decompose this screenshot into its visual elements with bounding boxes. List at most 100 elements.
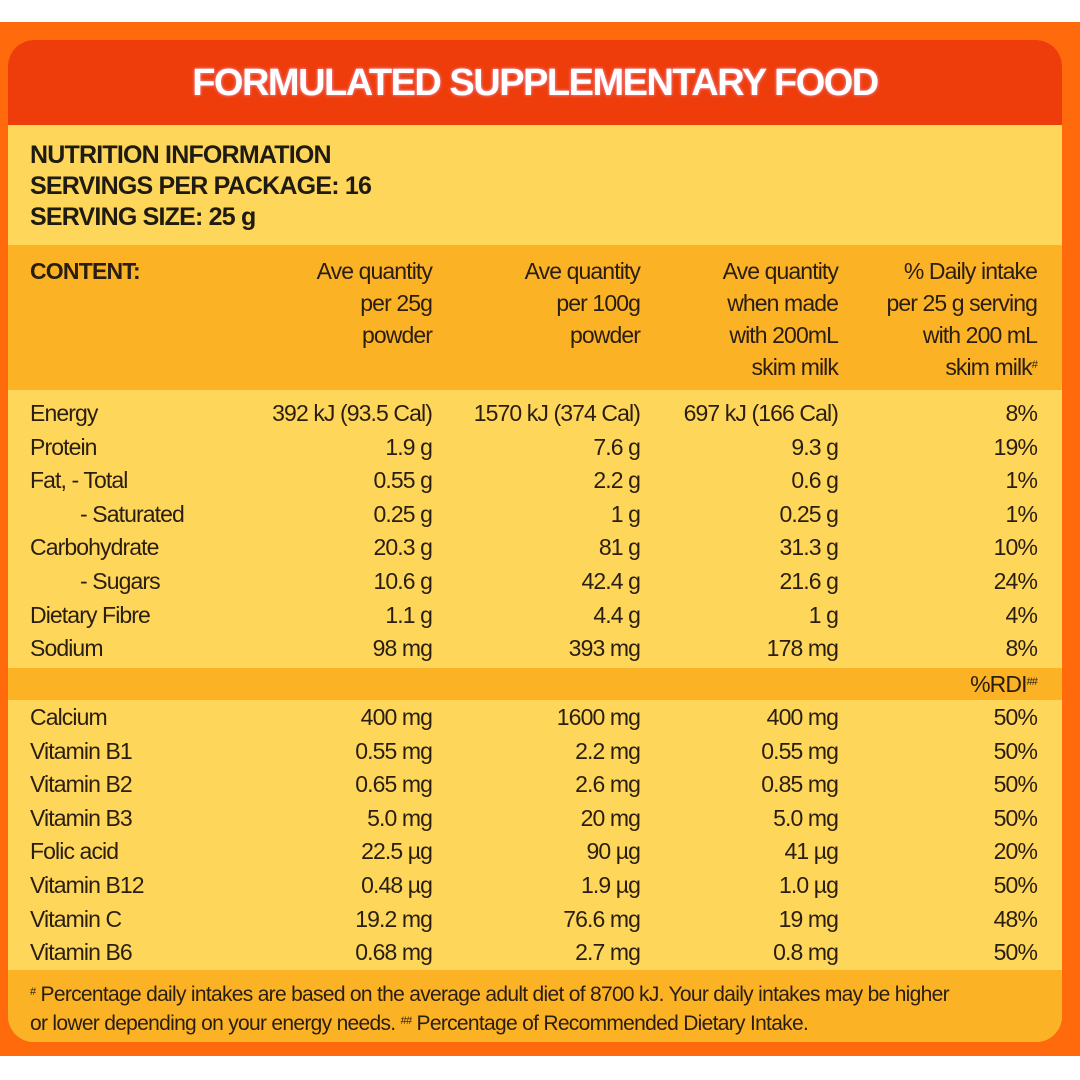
col3-header: Ave quantity when made with 200mL skim m… bbox=[723, 255, 839, 383]
nutrient-name: Vitamin B6 bbox=[30, 939, 133, 966]
table-row: Calcium 400 mg 1600 mg 400 mg 50% bbox=[8, 700, 1062, 734]
col2-header: Ave quantity per 100g powder bbox=[524, 255, 641, 351]
table-row: Vitamin B1 0.55 mg 2.2 mg 0.55 mg 50% bbox=[8, 734, 1062, 768]
value-c3: 0.25 g bbox=[779, 500, 838, 527]
value-c1: 0.55 mg bbox=[355, 737, 433, 764]
col4-header-text: skim milk bbox=[945, 354, 1032, 380]
value-c4: 50% bbox=[993, 737, 1038, 764]
value-c3: 41 µg bbox=[784, 838, 838, 865]
value-c1: 22.5 µg bbox=[361, 838, 433, 865]
table-row: Vitamin B3 5.0 mg 20 mg 5.0 mg 50% bbox=[8, 801, 1062, 835]
table-row: Dietary Fibre 1.1 g 4.4 g 1 g 4% bbox=[8, 598, 1062, 632]
title-banner: FORMULATED SUPPLEMENTARY FOOD bbox=[8, 40, 1062, 125]
nutrient-name: Folic acid bbox=[30, 838, 119, 865]
nutrient-name: Vitamin B12 bbox=[30, 872, 145, 898]
footnote-line: or lower depending on your energy needs.… bbox=[30, 1009, 949, 1038]
col1-header-line: per 25g bbox=[360, 290, 433, 316]
value-c3: 0.55 mg bbox=[761, 737, 839, 764]
value-c4: 50% bbox=[993, 771, 1038, 798]
value-c2: 4.4 g bbox=[593, 601, 641, 628]
value-c1: 392 kJ (93.5 Cal) bbox=[272, 400, 433, 426]
value-c1: 0.68 mg bbox=[355, 939, 433, 966]
value-c3: 0.8 mg bbox=[773, 939, 839, 966]
value-c4: 10% bbox=[993, 534, 1038, 561]
col2-header-line: per 100g bbox=[556, 290, 641, 316]
value-c2: 2.6 mg bbox=[575, 771, 641, 798]
col1-header-line: powder bbox=[361, 322, 433, 348]
footnote-mark: # bbox=[1031, 359, 1038, 371]
value-c1: 0.65 mg bbox=[355, 771, 433, 798]
value-c3: 5.0 mg bbox=[773, 804, 839, 831]
nutrient-name: Fat, - Total bbox=[30, 467, 128, 494]
value-c2: 2.7 mg bbox=[575, 939, 641, 966]
nutrient-name: Carbohydrate bbox=[30, 534, 159, 561]
col4-header-line: with 200 mL bbox=[922, 322, 1038, 348]
value-c1: 400 mg bbox=[360, 704, 433, 730]
value-c4: 8% bbox=[1005, 400, 1038, 426]
value-c4: 20% bbox=[993, 838, 1038, 865]
nutrient-name: Vitamin B1 bbox=[30, 737, 133, 764]
value-c3: 178 mg bbox=[766, 635, 839, 662]
nutrition-info: NUTRITION INFORMATION SERVINGS PER PACKA… bbox=[30, 140, 372, 233]
nutrient-name: Energy bbox=[30, 400, 98, 426]
value-c2: 7.6 g bbox=[593, 433, 641, 460]
value-c3: 31.3 g bbox=[779, 534, 838, 561]
value-c4: 1% bbox=[1005, 500, 1038, 527]
value-c1: 19.2 mg bbox=[355, 905, 433, 932]
page-title: FORMULATED SUPPLEMENTARY FOOD bbox=[192, 62, 879, 104]
col4-header-line: skim milk# bbox=[886, 351, 1038, 383]
value-c1: 0.48 µg bbox=[361, 872, 433, 898]
footnote-mark: # bbox=[30, 986, 36, 998]
value-c3: 19 mg bbox=[778, 905, 839, 932]
value-c1: 1.1 g bbox=[385, 601, 433, 628]
col3-header-line: when made bbox=[727, 290, 839, 316]
value-c4: 1% bbox=[1005, 467, 1038, 494]
table-row: - Sugars 10.6 g 42.4 g 21.6 g 24% bbox=[8, 564, 1062, 598]
col4-header-line: % Daily intake bbox=[903, 258, 1038, 284]
value-c2: 90 µg bbox=[586, 838, 640, 865]
info-heading: NUTRITION INFORMATION bbox=[30, 141, 332, 169]
col2-header-line: Ave quantity bbox=[524, 258, 641, 284]
nutrition-panel: FORMULATED SUPPLEMENTARY FOOD NUTRITION … bbox=[8, 40, 1062, 1042]
col1-header: Ave quantity per 25g powder bbox=[317, 255, 433, 351]
value-c1: 20.3 g bbox=[373, 534, 432, 561]
table-row: Energy 392 kJ (93.5 Cal) 1570 kJ (374 Cal)… bbox=[8, 396, 1062, 430]
value-c1: 0.55 g bbox=[373, 467, 432, 494]
nutrient-name: Vitamin B2 bbox=[30, 771, 133, 798]
value-c2: 81 g bbox=[598, 534, 641, 561]
footnote-text: Percentage daily intakes are based on th… bbox=[35, 983, 950, 1006]
table-row: Vitamin B6 0.68 mg 2.7 mg 0.8 mg 50% bbox=[8, 935, 1062, 969]
content-header: CONTENT: bbox=[30, 258, 141, 284]
value-c2: 1.9 µg bbox=[580, 872, 641, 898]
value-c3: 21.6 g bbox=[779, 568, 838, 594]
table-row: - Saturated 0.25 g 1 g 0.25 g 1% bbox=[8, 497, 1062, 531]
nutrient-name: Dietary Fibre bbox=[30, 601, 151, 628]
column-header-band bbox=[8, 245, 1062, 390]
nutrient-name: Protein bbox=[30, 433, 97, 460]
serving-size: SERVING SIZE: 25 g bbox=[30, 203, 256, 231]
nutrient-name: Sodium bbox=[30, 635, 103, 662]
value-c4: 19% bbox=[993, 433, 1038, 460]
value-c1: 5.0 mg bbox=[367, 804, 433, 831]
value-c3: 400 mg bbox=[766, 704, 839, 730]
value-c4: 50% bbox=[993, 939, 1038, 966]
table-row: Folic acid 22.5 µg 90 µg 41 µg 20% bbox=[8, 834, 1062, 868]
value-c4: 50% bbox=[993, 704, 1038, 730]
nutrient-name: - Saturated bbox=[80, 500, 185, 527]
value-c1: 98 mg bbox=[372, 635, 433, 662]
table-row: Protein 1.9 g 7.6 g 9.3 g 19% bbox=[8, 430, 1062, 464]
value-c4: 50% bbox=[993, 872, 1038, 898]
col2-header-line: powder bbox=[569, 322, 641, 348]
footnote-mark: ## bbox=[1026, 676, 1038, 688]
value-c1: 1.9 g bbox=[385, 433, 433, 460]
value-c2: 42.4 g bbox=[581, 568, 640, 594]
footnote: # Percentage daily intakes are based on … bbox=[30, 980, 950, 1038]
value-c3: 9.3 g bbox=[791, 433, 839, 460]
table-row: Sodium 98 mg 393 mg 178 mg 8% bbox=[8, 631, 1062, 665]
col4-header-line: per 25 g serving bbox=[886, 290, 1037, 316]
value-c4: 48% bbox=[993, 905, 1038, 932]
value-c3: 697 kJ (166 Cal) bbox=[683, 400, 839, 426]
servings-per-package: SERVINGS PER PACKAGE: 16 bbox=[30, 172, 372, 200]
value-c4: 4% bbox=[1005, 601, 1038, 628]
col4-header: % Daily intake per 25 g serving with 200… bbox=[886, 255, 1037, 383]
